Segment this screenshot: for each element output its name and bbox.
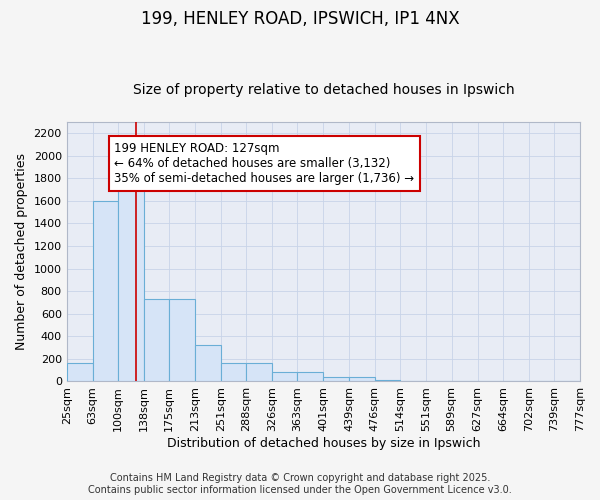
- Bar: [298, 372, 323, 382]
- Bar: [92, 201, 118, 382]
- Bar: [221, 364, 246, 382]
- Bar: [118, 178, 144, 382]
- Bar: [272, 372, 298, 382]
- Bar: [349, 377, 374, 382]
- Title: Size of property relative to detached houses in Ipswich: Size of property relative to detached ho…: [133, 83, 514, 97]
- X-axis label: Distribution of detached houses by size in Ipswich: Distribution of detached houses by size …: [167, 437, 480, 450]
- Bar: [169, 299, 195, 382]
- Bar: [195, 346, 221, 382]
- Bar: [144, 299, 169, 382]
- Y-axis label: Number of detached properties: Number of detached properties: [15, 153, 28, 350]
- Text: Contains HM Land Registry data © Crown copyright and database right 2025.
Contai: Contains HM Land Registry data © Crown c…: [88, 474, 512, 495]
- Bar: [67, 364, 92, 382]
- Text: 199, HENLEY ROAD, IPSWICH, IP1 4NX: 199, HENLEY ROAD, IPSWICH, IP1 4NX: [140, 10, 460, 28]
- Text: 199 HENLEY ROAD: 127sqm
← 64% of detached houses are smaller (3,132)
35% of semi: 199 HENLEY ROAD: 127sqm ← 64% of detache…: [115, 142, 415, 185]
- Bar: [246, 364, 272, 382]
- Bar: [374, 380, 400, 382]
- Bar: [323, 377, 349, 382]
